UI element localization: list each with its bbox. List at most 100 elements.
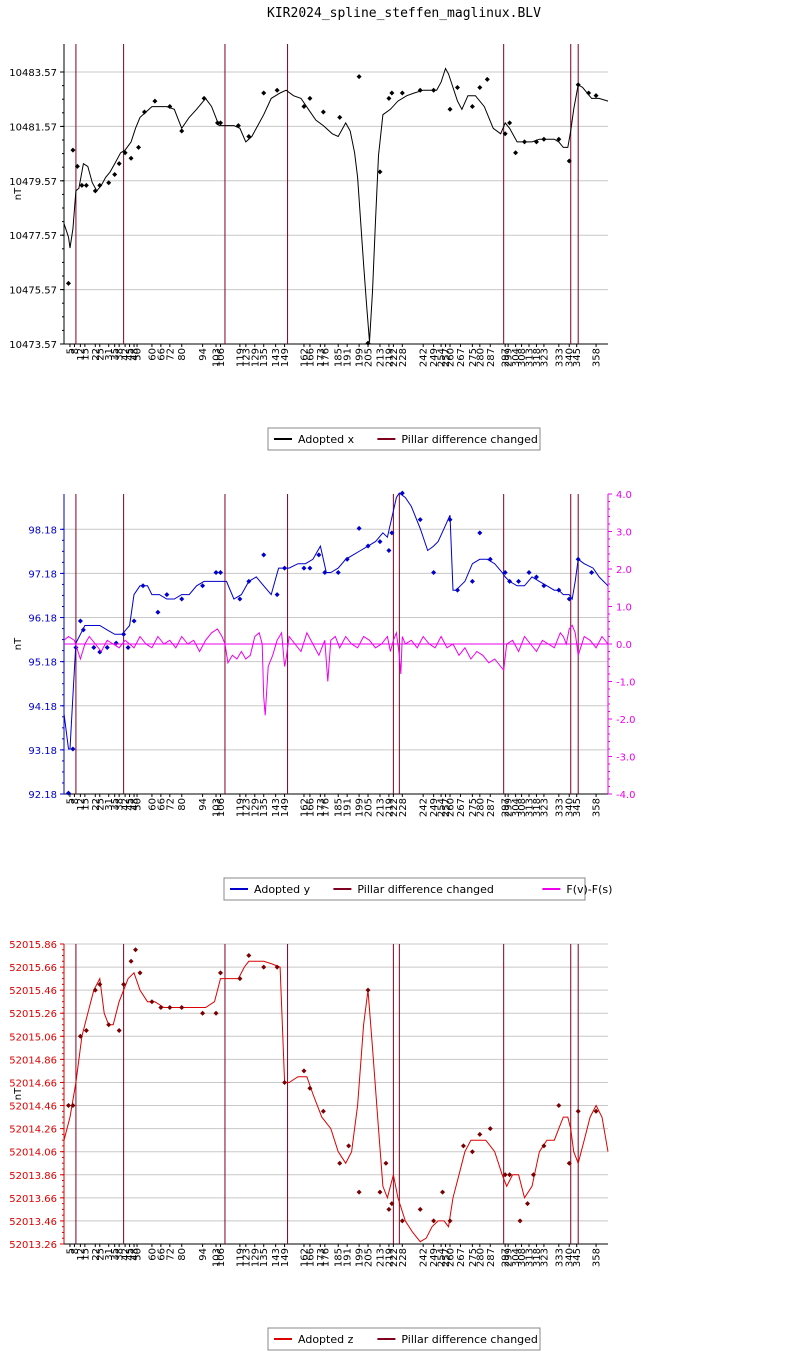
data-point (517, 1218, 523, 1224)
x-tick-label: 358 (592, 348, 603, 367)
y-axis-label: nT (13, 1087, 24, 1100)
x-tick-label: 260 (446, 348, 457, 367)
legend-label: Pillar difference changed (401, 1333, 538, 1346)
x-tick-label: 129 (250, 1248, 261, 1267)
legend-label: Adopted z (298, 1333, 354, 1346)
data-point (282, 1079, 288, 1085)
data-point (213, 1010, 219, 1016)
x-tick-label: 8 (70, 798, 81, 804)
y-tick-label: 52014.06 (9, 1148, 57, 1159)
data-point (83, 1028, 89, 1034)
data-point (167, 104, 173, 110)
x-tick-label: 72 (165, 348, 176, 361)
x-tick-label: 143 (271, 798, 282, 817)
data-point (507, 120, 513, 126)
data-point (301, 1068, 307, 1074)
x-tick-label: 66 (156, 348, 167, 361)
data-point (158, 1004, 164, 1010)
data-point (502, 1172, 508, 1178)
data-point (246, 133, 252, 139)
x-tick-label: 228 (398, 348, 409, 367)
x-tick-label: 143 (271, 348, 282, 367)
x-tick-label: 260 (446, 798, 457, 817)
x-tick-label: 323 (539, 798, 550, 817)
data-point (502, 131, 508, 137)
x-tick-label: 222 (389, 798, 400, 817)
x-tick-label: 103 (212, 798, 223, 817)
data-point (337, 114, 343, 120)
data-point (201, 95, 207, 101)
x-tick-label: 287 (486, 348, 497, 367)
x-tick-label: 119 (235, 798, 246, 817)
x-tick-label: 25 (95, 1248, 106, 1261)
x-tick-label: 94 (198, 1248, 209, 1261)
x-tick-label: 166 (305, 798, 316, 817)
x-tick-label: 25 (95, 798, 106, 811)
x-tick-label: 318 (532, 348, 543, 367)
x-tick-label: 297 (501, 1248, 512, 1267)
data-point (274, 964, 280, 970)
x-tick-label: 249 (429, 348, 440, 367)
x-tick-label: 48 (130, 1248, 141, 1261)
x-tick-label: 205 (364, 798, 375, 817)
y-tick-label: 93.18 (28, 746, 57, 757)
data-point (140, 583, 146, 589)
data-point (502, 570, 508, 576)
data-point (447, 517, 453, 523)
data-point (477, 1131, 483, 1137)
data-point (516, 578, 522, 584)
data-point (507, 578, 513, 584)
data-point (149, 999, 155, 1005)
data-point (389, 90, 395, 96)
x-tick-label: 222 (389, 348, 400, 367)
data-point (589, 570, 595, 576)
x-tick-label: 308 (517, 798, 528, 817)
data-point (65, 280, 71, 286)
x-tick-label: 242 (419, 1248, 430, 1267)
data-point (454, 587, 460, 593)
y2-tick-label: -2.0 (616, 715, 636, 726)
y2-tick-label: -1.0 (616, 678, 636, 689)
x-tick-label: 191 (343, 798, 354, 817)
data-point (307, 95, 313, 101)
x-tick-label: 254 (437, 348, 448, 367)
data-point (307, 1085, 313, 1091)
data-point (301, 104, 307, 110)
x-tick-label: 191 (343, 1248, 354, 1267)
x-tick-label: 176 (320, 798, 331, 817)
data-point (141, 109, 147, 115)
x-tick-label: 242 (419, 798, 430, 817)
x-tick-label: 48 (130, 348, 141, 361)
x-tick-label: 143 (271, 1248, 282, 1267)
data-point (399, 490, 405, 496)
x-tick-label: 162 (299, 798, 310, 817)
data-point (274, 592, 280, 598)
y-tick-label: 92.18 (28, 790, 57, 801)
x-tick-label: 185 (334, 798, 345, 817)
x-tick-label: 135 (259, 1248, 270, 1267)
x-tick-label: 103 (212, 1248, 223, 1267)
y-tick-label: 98.18 (28, 525, 57, 536)
data-point (586, 90, 592, 96)
x-tick-label: 199 (355, 798, 366, 817)
data-point (356, 1189, 362, 1195)
data-point (566, 158, 572, 164)
panel-y: 92.18 93.18 94.18 95.18 96.18 97.18 98.18 nT -4.… (13, 490, 636, 901)
x-tick-label: 173 (316, 348, 327, 367)
y-tick-label: 52013.26 (9, 1240, 57, 1251)
data-point (246, 578, 252, 584)
data-point (200, 583, 206, 589)
x-tick-label: 318 (532, 1248, 543, 1267)
x-tick-label: 12 (76, 348, 87, 361)
x-tick-label: 42 (121, 1248, 132, 1261)
x-tick-label: 38 (115, 348, 126, 361)
data-point (65, 790, 71, 796)
x-tick-label: 267 (456, 798, 467, 817)
x-tick-label: 80 (177, 1248, 188, 1261)
data-point (77, 618, 83, 624)
y-tick-label: 52015.46 (9, 986, 57, 997)
y-tick-label: 52014.86 (9, 1055, 57, 1066)
x-tick-label: 94 (198, 798, 209, 811)
x-tick-label: 340 (565, 348, 576, 367)
data-point (533, 574, 539, 580)
